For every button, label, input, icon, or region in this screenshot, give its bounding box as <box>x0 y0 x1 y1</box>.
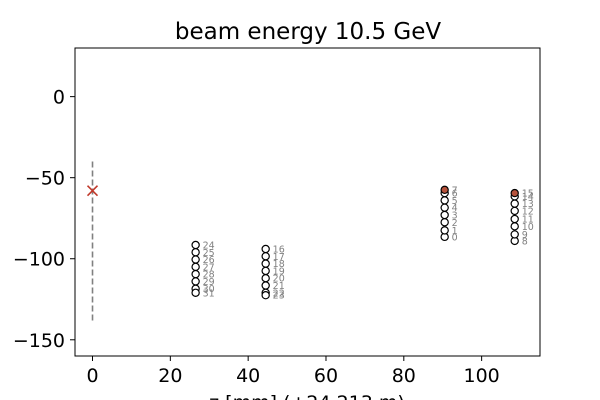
channel-label: 18 <box>273 259 285 270</box>
channel-point <box>191 240 200 250</box>
x-tick-label: 40 <box>236 365 260 387</box>
channel-point <box>510 199 519 208</box>
x-tick-label: 20 <box>158 365 182 387</box>
channel-label: 10 <box>522 222 534 233</box>
channel-label: 20 <box>273 274 285 285</box>
channel-point <box>440 210 449 220</box>
channel-point <box>510 230 519 239</box>
channel-point <box>261 291 270 300</box>
channel-label: 5 <box>452 196 458 207</box>
channel-label: 24 <box>203 240 215 251</box>
channel-point <box>440 226 449 235</box>
channel-label: 26 <box>203 255 215 266</box>
x-axis-label: z [mm] (+24.213 m) <box>209 392 405 400</box>
channel-point <box>261 273 270 283</box>
channel-label: 31 <box>203 288 215 299</box>
y-axis: 0 −50 −100 −150 <box>13 87 75 352</box>
x-tick-label: 80 <box>392 365 416 387</box>
channel-label: 21 <box>273 281 285 292</box>
channel-point <box>191 288 200 297</box>
channel-label: 17 <box>273 252 285 263</box>
channel-point <box>191 277 200 286</box>
channel-label: 29 <box>203 277 215 288</box>
channel-point <box>440 218 449 227</box>
channel-point-hit <box>510 188 519 198</box>
channel-point-hit <box>440 185 449 195</box>
channel-point <box>510 222 519 231</box>
y-tick-label: −150 <box>13 330 65 352</box>
channel-label: 13 <box>522 199 534 210</box>
channel-point <box>191 269 200 279</box>
x-tick-label: 100 <box>463 365 499 387</box>
channel-point <box>261 281 270 290</box>
channel-label: 12 <box>522 206 534 217</box>
chart-title: beam energy 10.5 GeV <box>175 19 442 45</box>
channel-point <box>191 248 200 257</box>
channel-label: 0 <box>452 232 458 243</box>
beam-marker-stroke <box>86 185 99 197</box>
channel-label: 27 <box>203 262 215 273</box>
channel-label: 7 <box>452 185 458 196</box>
channel-point <box>191 255 200 264</box>
channel-label: 22 <box>273 288 285 299</box>
channel-point <box>261 259 270 268</box>
channel-point <box>440 196 449 205</box>
channel-label: 1 <box>452 226 458 237</box>
x-tick-label: 0 <box>86 365 98 387</box>
channel-point <box>261 266 270 276</box>
channel-label: 14 <box>522 192 534 203</box>
channel-label: 16 <box>273 245 285 256</box>
y-tick-label: 0 <box>53 87 65 109</box>
channel-point <box>261 244 270 254</box>
channel-point <box>261 252 270 261</box>
channel-label: 23 <box>273 291 285 302</box>
channel-point <box>510 206 519 216</box>
x-tick-label: 60 <box>314 365 338 387</box>
y-tick-label: −50 <box>25 168 65 190</box>
beam-position-marker <box>86 185 99 197</box>
axes-frame <box>74 47 541 357</box>
channel-label: 2 <box>452 218 458 229</box>
channel-label: 3 <box>452 210 458 221</box>
x-axis: 0 20 40 60 80 100 <box>86 356 500 387</box>
channel-label: 6 <box>452 189 458 200</box>
channel-label: 8 <box>522 236 528 247</box>
channel-point <box>440 203 449 212</box>
y-tick-label: −100 <box>13 249 65 271</box>
channel-label: 15 <box>522 189 534 200</box>
channel-label: 9 <box>522 230 528 241</box>
channel-label: 30 <box>203 284 215 295</box>
plot-area: 0123456789101112131415161718192021222324… <box>86 161 534 322</box>
channel-label: 4 <box>452 203 458 214</box>
channel-label: 28 <box>203 270 215 281</box>
channel-point <box>191 262 200 272</box>
channel-label: 19 <box>273 266 285 277</box>
channel-label: 25 <box>203 248 215 259</box>
channel-label: 11 <box>522 215 534 226</box>
channel-point <box>510 214 519 224</box>
